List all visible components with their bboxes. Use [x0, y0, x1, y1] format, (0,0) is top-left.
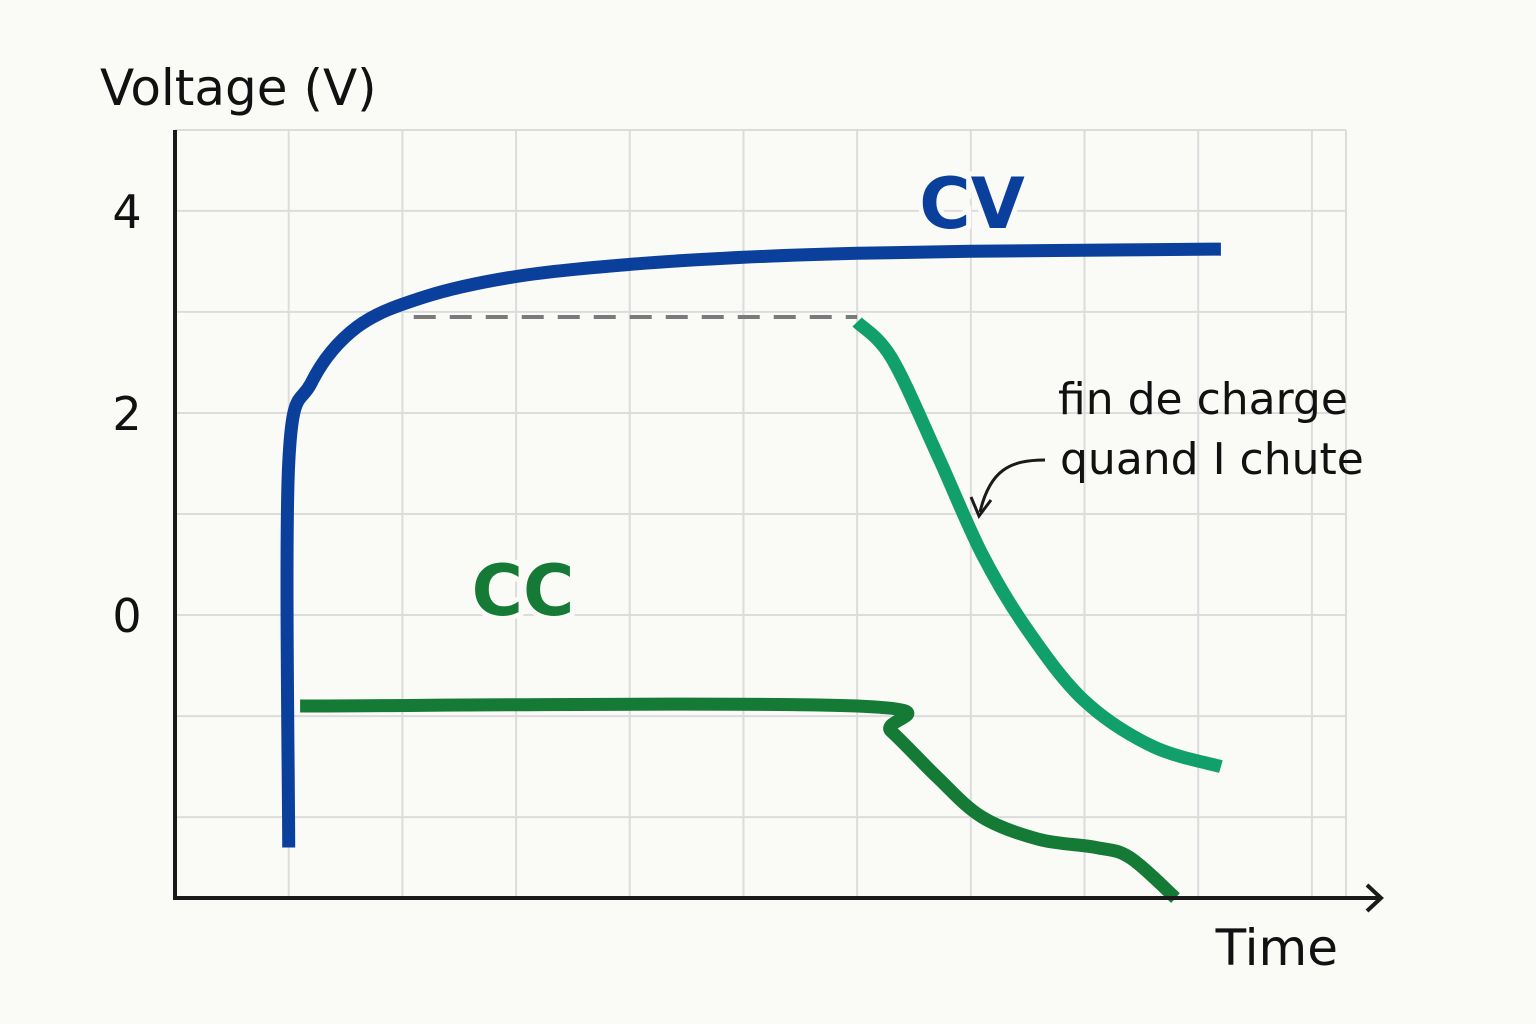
y-tick-label: 0 — [112, 589, 141, 643]
cc-series-label: CC — [472, 550, 575, 632]
annotation-arrow — [978, 458, 1046, 513]
x-axis-label: Time — [1215, 919, 1338, 977]
y-axis-label: Voltage (V) — [100, 59, 377, 117]
cc-series-line — [300, 697, 1180, 903]
annotation-line-1: fin de charge — [1058, 374, 1348, 425]
cv-series-label: CV — [919, 163, 1025, 245]
cc-voltage-series-line — [852, 317, 1223, 773]
axes — [173, 130, 1384, 913]
y-tick-labels: 4 2 0 — [112, 185, 141, 643]
annotation-line-2: quand I chute — [1060, 434, 1364, 485]
y-tick-label: 2 — [112, 387, 141, 441]
annotation: fin de charge quand I chute — [969, 374, 1364, 519]
series-layer — [280, 242, 1223, 903]
cv-series-line — [280, 242, 1221, 848]
x-axis-arrowhead — [1365, 883, 1384, 913]
annotation-arrowhead-icon — [969, 496, 993, 519]
y-tick-label: 4 — [112, 185, 141, 239]
